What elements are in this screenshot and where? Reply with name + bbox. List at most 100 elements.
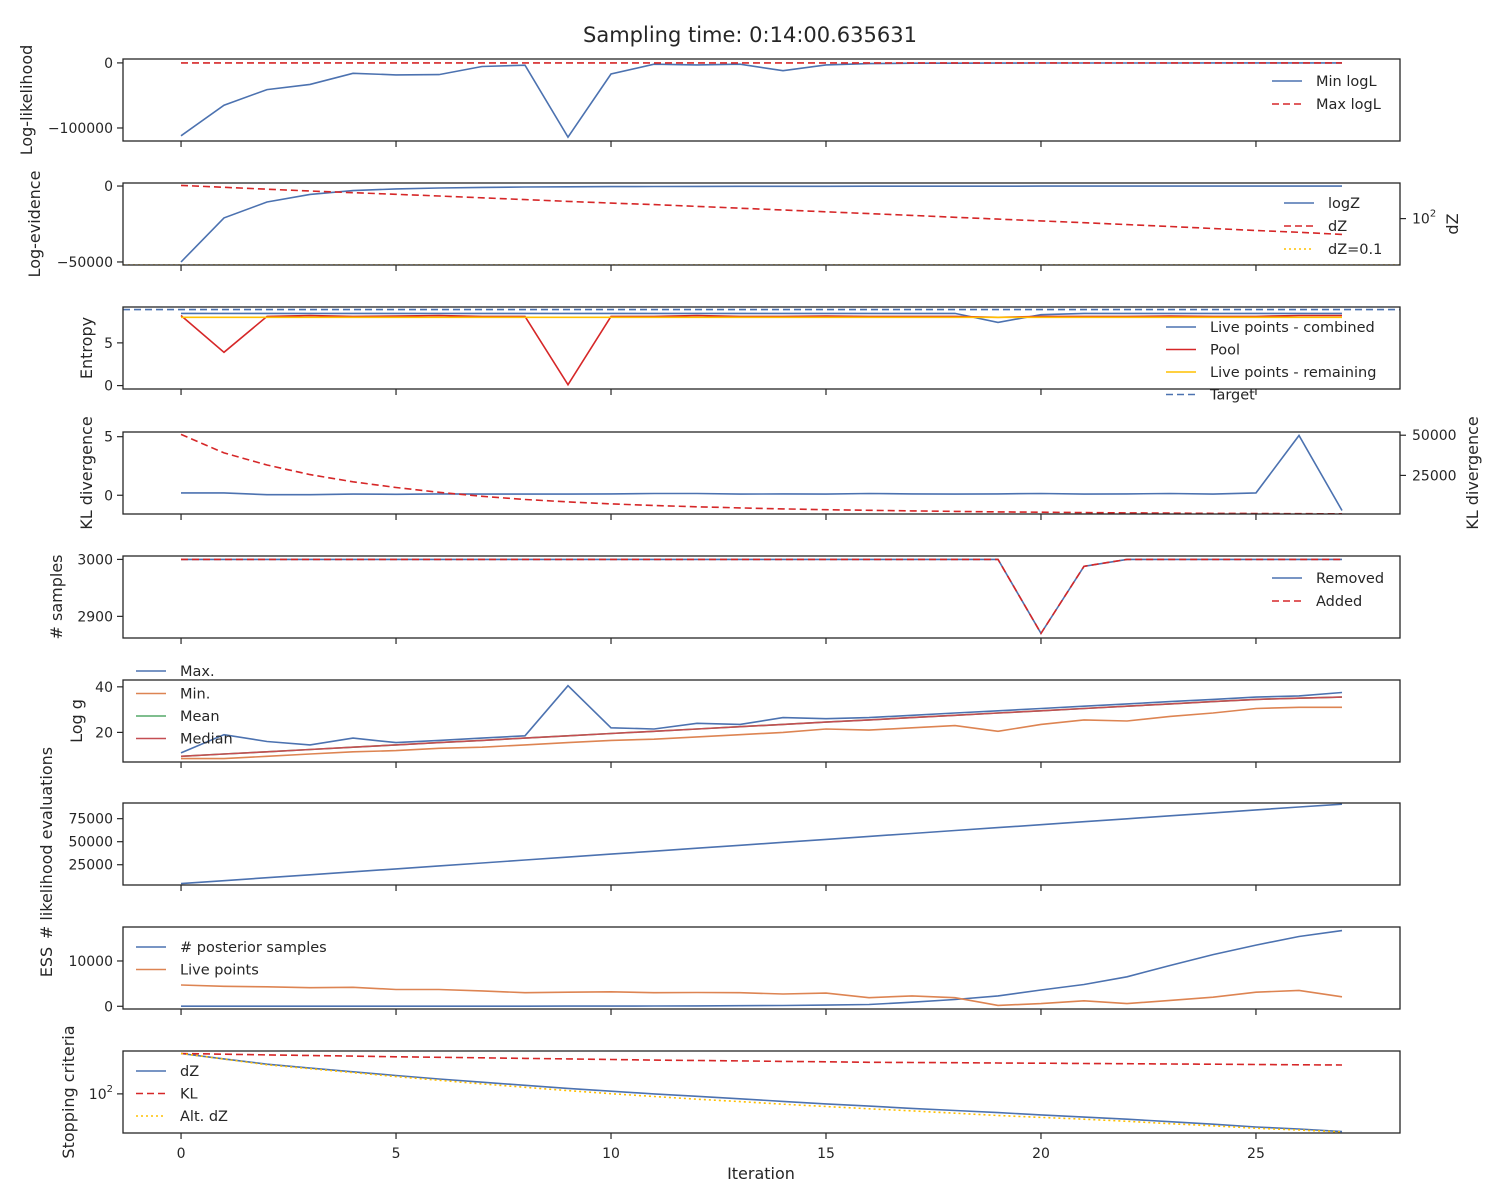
y-tick-label: 0 bbox=[104, 999, 113, 1015]
y-tick-label: 0 bbox=[104, 379, 113, 395]
panel-2: 0 −50000 102 Log-evidence dZ logZ dZ dZ=0.1 bbox=[25, 171, 1462, 278]
series-line-3 bbox=[180, 1052, 1343, 1133]
legend: dZ KL Alt. dZ bbox=[136, 1064, 228, 1125]
figure-title: Sampling time: 0:14:00.635631 bbox=[583, 23, 917, 47]
y-tick-label: 0 bbox=[104, 56, 113, 72]
y-tick-label: −50000 bbox=[57, 255, 113, 271]
panels: 0 −100000 Log-likelihood Min logL Max logL 0 −… bbox=[17, 45, 1482, 1162]
x-tick-label: 10 bbox=[602, 1146, 620, 1162]
x-axis-label: Iteration bbox=[727, 1164, 795, 1183]
legend: # posterior samples Live points bbox=[136, 940, 327, 979]
legend-label: Removed bbox=[1316, 571, 1384, 587]
plot-area bbox=[180, 929, 1343, 1008]
x-tick-label: 5 bbox=[392, 1146, 401, 1162]
plot-area bbox=[180, 433, 1343, 514]
y-tick-label: 5 bbox=[104, 430, 113, 446]
legend-label: Alt. dZ bbox=[180, 1109, 228, 1125]
legend-label: Max. bbox=[180, 664, 215, 680]
x-tick-label: 0 bbox=[177, 1146, 186, 1162]
legend-label: dZ bbox=[180, 1064, 199, 1080]
y-axis-label: KL divergence bbox=[77, 416, 96, 529]
panel-frame bbox=[122, 555, 1401, 639]
legend-label: dZ bbox=[1328, 219, 1347, 235]
legend-label: Live points - combined bbox=[1210, 320, 1375, 336]
panel-7: 75000 50000 25000 # likelihood evaluations bbox=[37, 747, 1401, 939]
y-tick-label: 102 bbox=[89, 1084, 113, 1103]
y-tick-label: 10000 bbox=[68, 954, 113, 970]
series-line-2 bbox=[181, 706, 1342, 760]
panel-1: 0 −100000 Log-likelihood Min logL Max logL bbox=[17, 45, 1401, 156]
y-tick-label: 0 bbox=[104, 179, 113, 195]
y-axis-label: ESS bbox=[37, 947, 56, 977]
y-tick-label: 75000 bbox=[68, 812, 113, 828]
y-tick-label: −100000 bbox=[48, 121, 113, 137]
series-line-1 bbox=[180, 684, 1343, 754]
legend-label: Median bbox=[180, 732, 233, 748]
legend-label: Min logL bbox=[1316, 74, 1377, 90]
legend-label: Max logL bbox=[1316, 97, 1381, 113]
legend: Min logL Max logL bbox=[1272, 74, 1381, 113]
y2-tick-label: 50000 bbox=[1412, 428, 1457, 444]
y-axis-label: # samples bbox=[47, 555, 66, 640]
y2-tick-label: 25000 bbox=[1412, 468, 1457, 484]
series-line-1 bbox=[181, 312, 1342, 324]
y-tick-label: 20 bbox=[95, 725, 113, 741]
plot-area bbox=[180, 803, 1343, 885]
y-tick-label-exponent: 2 bbox=[107, 1084, 113, 1095]
legend: Max. Min. Mean Median bbox=[136, 664, 233, 748]
legend-label: Target bbox=[1209, 388, 1255, 404]
y-tick-label: 25000 bbox=[68, 858, 113, 874]
series-line-2 bbox=[181, 558, 1342, 635]
legend-label: KL bbox=[180, 1087, 198, 1103]
panel-frame bbox=[122, 1050, 1401, 1134]
y-axis-label: Stopping criteria bbox=[59, 1025, 78, 1158]
series-line-2 bbox=[180, 184, 1343, 236]
legend: Removed Added bbox=[1272, 571, 1384, 610]
panel-5: 3000 2900 # samples Removed Added bbox=[47, 552, 1401, 644]
y-tick-label: 50000 bbox=[68, 835, 113, 851]
panel-6: 40 20 Log g Max. Min. Mean Median bbox=[67, 664, 1401, 768]
y-axis-label: Log g bbox=[67, 699, 86, 743]
y-tick-label: 2900 bbox=[77, 609, 113, 625]
panel-4: 0 5 50000 25000 KL divergence KL divergence bbox=[77, 416, 1482, 529]
series-line-2 bbox=[180, 1052, 1343, 1066]
legend: Live points - combined Pool Live points - … bbox=[1166, 320, 1376, 404]
panel-frame bbox=[122, 431, 1401, 515]
plot-area bbox=[180, 62, 1342, 139]
y-axis-label: Log-likelihood bbox=[17, 45, 36, 156]
legend-label: Min. bbox=[180, 687, 210, 703]
plot-area bbox=[180, 1052, 1343, 1133]
series-line-1 bbox=[180, 62, 1342, 139]
plot-area bbox=[181, 558, 1342, 635]
panel-frame bbox=[122, 802, 1401, 886]
series-line-1 bbox=[181, 558, 1342, 635]
plot-area bbox=[123, 308, 1400, 387]
series-line-2 bbox=[180, 984, 1343, 1007]
panel-frame bbox=[122, 182, 1401, 266]
panel-frame bbox=[122, 306, 1401, 390]
panel-frame bbox=[122, 58, 1401, 142]
series-line-1 bbox=[180, 185, 1342, 263]
x-tick-label: 20 bbox=[1032, 1146, 1050, 1162]
series-line-1 bbox=[180, 803, 1343, 885]
series-line-2 bbox=[180, 314, 1342, 387]
y2-axis-label: dZ bbox=[1443, 213, 1462, 234]
y2-tick-label: 102 bbox=[1412, 209, 1436, 228]
plot-area bbox=[180, 684, 1343, 760]
panel-9: 102 0 5 10 15 20 25 Stopping criteria dZ KL Alt. d… bbox=[59, 1025, 1401, 1162]
legend-label: Live points bbox=[180, 963, 259, 979]
y-tick-label: 40 bbox=[95, 680, 113, 696]
legend-label: Live points - remaining bbox=[1210, 365, 1376, 381]
y-axis-label: Log-evidence bbox=[25, 171, 44, 278]
y-tick-label: 5 bbox=[104, 336, 113, 352]
series-line-1 bbox=[180, 1052, 1343, 1133]
legend-label: Pool bbox=[1210, 343, 1240, 359]
series-line-4 bbox=[180, 696, 1343, 758]
legend-label: dZ=0.1 bbox=[1328, 242, 1382, 258]
plot-area bbox=[123, 184, 1400, 265]
panel-frame bbox=[122, 926, 1401, 1010]
panel-8: 10000 0 ESS # posterior samples Live points bbox=[37, 926, 1401, 1015]
legend-label: Added bbox=[1316, 594, 1362, 610]
y2-tick-label-exponent: 2 bbox=[1430, 209, 1436, 220]
y-tick-label: 0 bbox=[104, 488, 113, 504]
